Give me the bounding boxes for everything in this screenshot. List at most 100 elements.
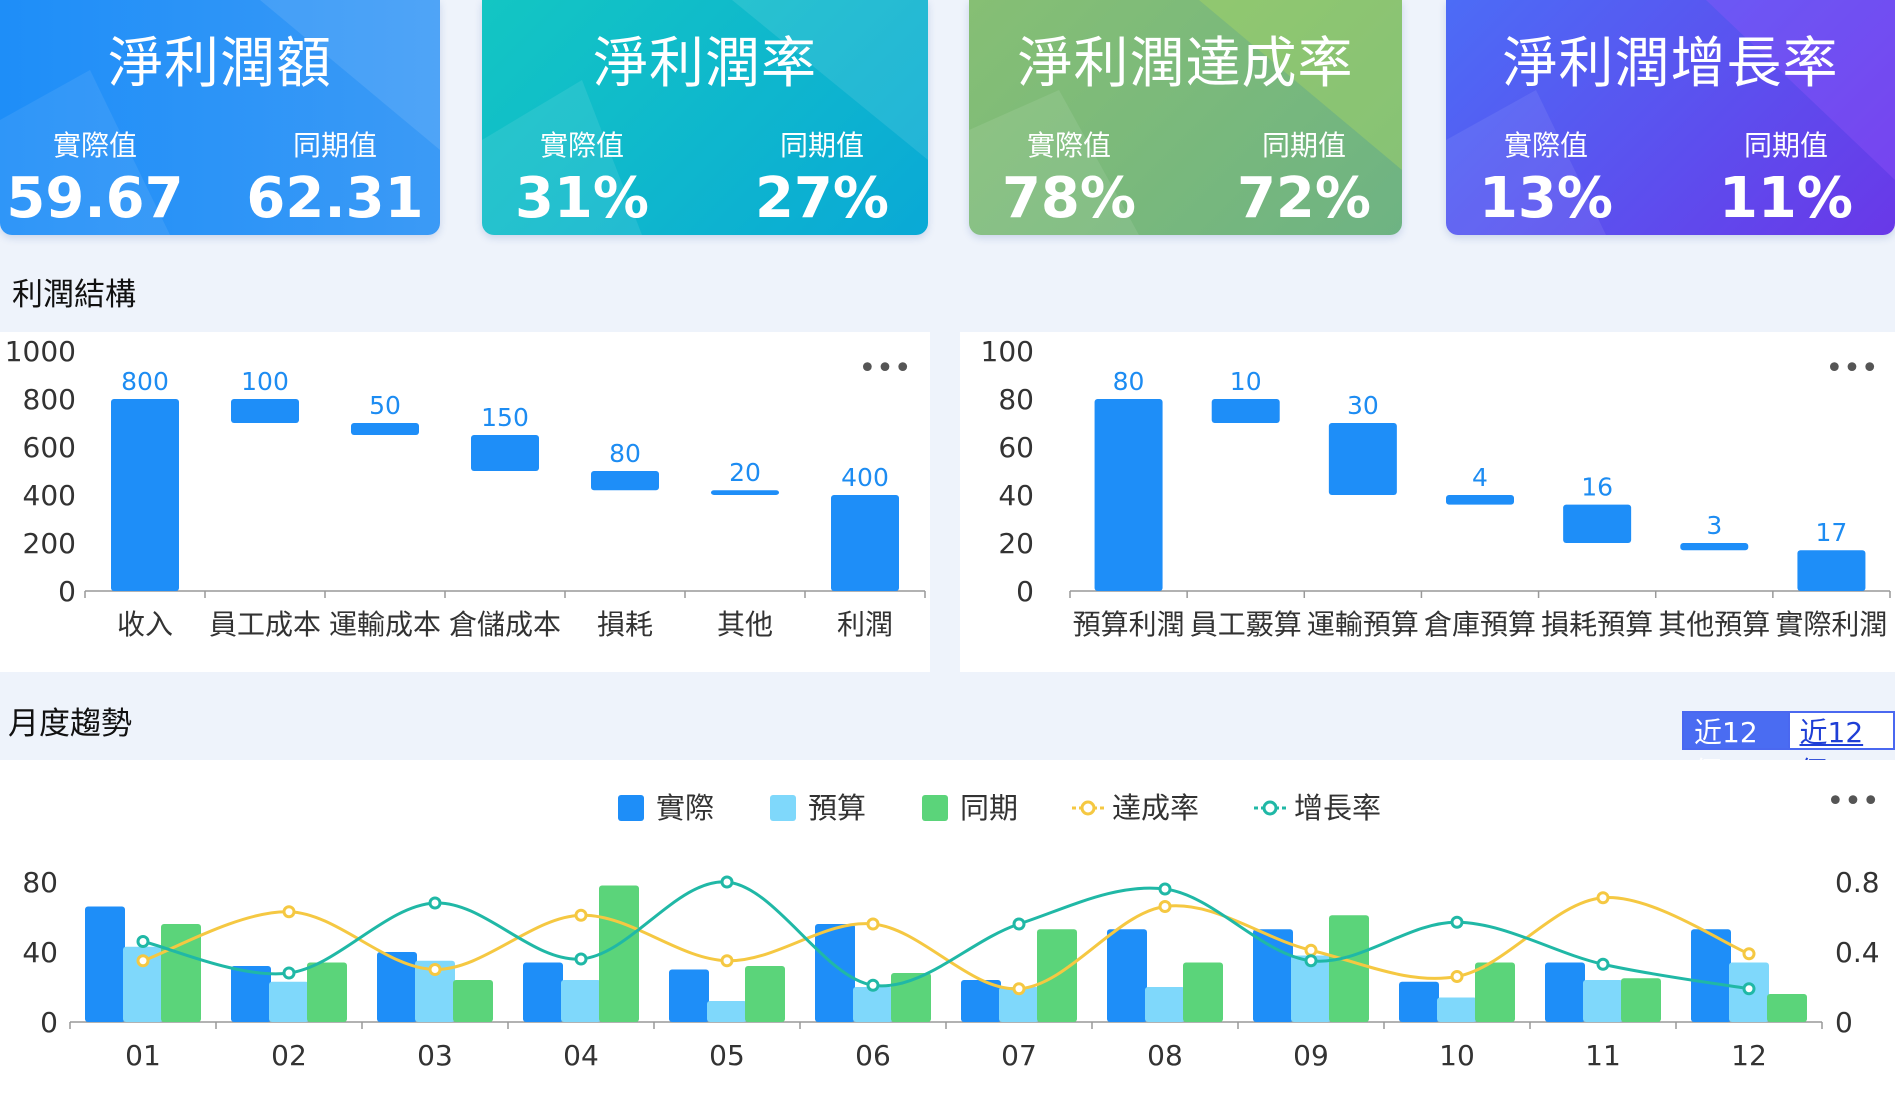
bar-value-label: 20 xyxy=(729,458,761,487)
bar-實際 xyxy=(669,969,709,1022)
x-category-label: 其他預算 xyxy=(1658,608,1770,641)
bar-value-label: 4 xyxy=(1472,463,1488,492)
point-增長率 xyxy=(1596,957,1610,971)
bar-同期 xyxy=(1475,962,1515,1022)
trend-panel: 0 40 80 0 0.4 0.8 01 02 03 04 05 06 07 08 09 10 11 12 實際 預算… xyxy=(0,760,1895,1099)
bar-value-label: 150 xyxy=(481,403,529,432)
bar-預算 xyxy=(1437,997,1477,1022)
bar-預算 xyxy=(415,960,455,1022)
kpi-card-net-margin: 淨利潤率 實際值 同期值 31% 27% xyxy=(482,0,928,235)
x-category-label: 實際利潤 xyxy=(1775,608,1887,641)
x-category-label: 運輸預算 xyxy=(1307,608,1419,641)
tab-period-link[interactable]: 近12個 xyxy=(1789,711,1895,788)
bar-預算 xyxy=(1583,980,1623,1022)
section-title-trend: 月度趨勢 xyxy=(8,706,132,742)
waterfall-bar xyxy=(1094,399,1163,591)
waterfall-bar xyxy=(471,435,539,471)
bar-預算 xyxy=(999,987,1039,1022)
bar-實際 xyxy=(231,966,271,1022)
waterfall-bar xyxy=(1797,550,1866,591)
card-decoration xyxy=(1446,0,1895,235)
x-category-label: 利潤 xyxy=(837,608,893,641)
waterfall-bar xyxy=(591,471,659,491)
bar-預算 xyxy=(707,1001,747,1022)
x-category-label: 倉庫預算 xyxy=(1424,608,1536,641)
legend-marker-增長率 xyxy=(1262,800,1278,816)
y-tick-label: 100 xyxy=(981,335,1034,368)
y-tick-label: 0 xyxy=(58,575,76,608)
x-category-label: 預算利潤 xyxy=(1073,608,1185,641)
y-left-tick-label: 0 xyxy=(40,1006,58,1039)
legend-label: 實際 xyxy=(656,791,714,825)
bar-value-label: 3 xyxy=(1706,511,1722,540)
waterfall-bar xyxy=(351,423,419,435)
x-category-label: 10 xyxy=(1439,1039,1475,1072)
bar-實際 xyxy=(1399,981,1439,1022)
kpi-title: 淨利潤率 xyxy=(592,31,817,95)
y-left-tick-label: 40 xyxy=(22,936,58,969)
point-達成率 xyxy=(866,917,880,931)
point-達成率 xyxy=(136,954,150,968)
y-tick-label: 1000 xyxy=(5,335,76,368)
bar-同期 xyxy=(599,885,639,1022)
bar-實際 xyxy=(961,980,1001,1022)
point-增長率 xyxy=(574,952,588,966)
waterfall-bar xyxy=(711,490,779,495)
more-menu-icon: ••• xyxy=(1825,351,1878,386)
point-增長率 xyxy=(136,935,150,948)
x-category-label: 運輸成本 xyxy=(329,608,441,641)
card-decoration xyxy=(482,0,928,235)
kpi-actual-label: 實際值 xyxy=(1503,129,1588,162)
tab-period-active[interactable]: 近12個 xyxy=(1682,711,1790,788)
x-category-label: 收入 xyxy=(117,608,173,641)
legend-label: 增長率 xyxy=(1294,791,1381,825)
point-增長率 xyxy=(1742,982,1756,996)
bar-value-label: 50 xyxy=(369,391,401,420)
kpi-prior-value: 27% xyxy=(754,166,890,231)
x-category-label: 倉儲成本 xyxy=(449,608,561,641)
waterfall-bar xyxy=(231,399,299,423)
bar-預算 xyxy=(123,946,163,1022)
kpi-card-net-profit: 淨利潤額 實際值 同期值 59.67 62.31 xyxy=(0,0,440,235)
x-category-label: 11 xyxy=(1585,1039,1621,1072)
x-category-label: 員工成本 xyxy=(209,608,321,641)
trend-chart: 0 40 80 0 0.4 0.8 01 02 03 04 05 06 07 08 09 10 11 12 實際 預算… xyxy=(22,784,1880,1072)
kpi-title: 淨利潤達成率 xyxy=(1017,31,1354,95)
point-增長率 xyxy=(1450,915,1464,929)
bar-value-label: 80 xyxy=(609,439,641,468)
y-tick-label: 20 xyxy=(998,527,1034,560)
y-tick-label: 800 xyxy=(23,383,76,416)
kpi-actual-label: 實際值 xyxy=(52,129,137,162)
y-right-tick-label: 0 xyxy=(1835,1006,1853,1039)
bar-同期 xyxy=(307,962,347,1022)
y-tick-label: 600 xyxy=(23,431,76,464)
bar-value-label: 400 xyxy=(841,463,889,492)
bar-預算 xyxy=(269,981,309,1022)
point-增長率 xyxy=(282,966,296,980)
x-category-label: 05 xyxy=(709,1039,745,1072)
kpi-prior-label: 同期值 xyxy=(1261,129,1346,162)
point-達成率 xyxy=(1450,970,1464,983)
kpi-actual-value: 59.67 xyxy=(6,166,184,231)
point-達成率 xyxy=(1158,900,1172,913)
more-menu-icon: ••• xyxy=(858,351,911,386)
x-category-label: 損耗 xyxy=(597,608,653,641)
bar-value-label: 30 xyxy=(1347,391,1379,420)
point-達成率 xyxy=(1596,891,1610,905)
waterfall-bar xyxy=(1211,399,1280,423)
kpi-prior-value: 11% xyxy=(1718,166,1854,231)
bar-value-label: 17 xyxy=(1816,518,1848,547)
period-tabs: 近12個 近12個 xyxy=(1682,711,1895,788)
section-title-structure: 利潤結構 xyxy=(12,277,136,313)
bar-實際 xyxy=(523,962,563,1022)
point-達成率 xyxy=(1742,947,1756,961)
more-menu-icon: ••• xyxy=(1826,784,1879,819)
kpi-actual-value: 31% xyxy=(514,166,650,231)
legend-label: 同期 xyxy=(960,791,1018,825)
y-right-tick-label: 0.4 xyxy=(1835,936,1880,969)
y-tick-label: 200 xyxy=(23,527,76,560)
x-category-label: 08 xyxy=(1147,1039,1183,1072)
x-category-label: 02 xyxy=(271,1039,307,1072)
bar-同期 xyxy=(1183,962,1223,1022)
waterfall-panel-2: 0 20 40 60 80 100 80 預算利潤 10 員工覈算 30 運輸預算 4 倉庫預算 16 損耗預… xyxy=(960,332,1895,672)
